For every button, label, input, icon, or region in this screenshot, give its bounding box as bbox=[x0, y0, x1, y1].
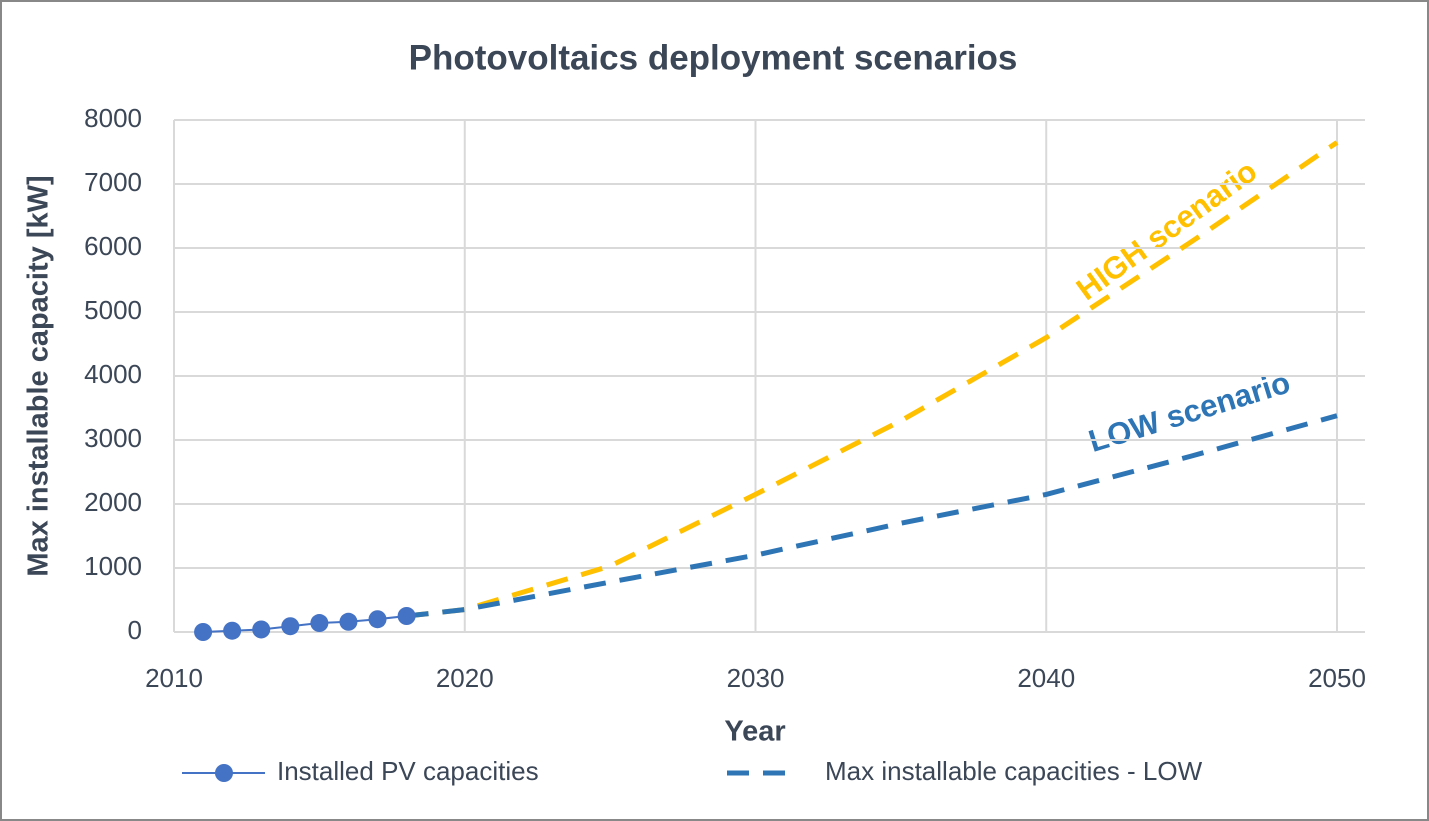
y-tick-label: 7000 bbox=[84, 167, 142, 197]
x-axis-label: Year bbox=[724, 716, 785, 748]
point-marker bbox=[281, 617, 300, 636]
y-tick-label: 0 bbox=[128, 615, 142, 645]
y-axis-label: Max installable capacity [kW] bbox=[23, 175, 55, 576]
y-tick-label: 6000 bbox=[84, 231, 142, 261]
x-tick-label: 2020 bbox=[436, 663, 494, 693]
legend-marker bbox=[215, 764, 233, 782]
y-tick-label: 4000 bbox=[84, 359, 142, 389]
point-marker bbox=[368, 610, 387, 629]
x-tick-label: 2040 bbox=[1017, 663, 1075, 693]
series-line bbox=[406, 413, 1338, 619]
series-line bbox=[406, 140, 1339, 619]
legend-label: Installed PV capacities bbox=[277, 756, 539, 786]
point-marker bbox=[252, 620, 271, 639]
point-marker bbox=[339, 612, 358, 631]
y-tick-label: 8000 bbox=[84, 103, 142, 133]
legend-item: Max installable capacities - LOW bbox=[727, 756, 1203, 786]
legend-item: Installed PV capacities bbox=[182, 756, 539, 786]
legend-label: Max installable capacities - LOW bbox=[825, 756, 1203, 786]
y-tick-label: 3000 bbox=[84, 423, 142, 453]
y-tick-label: 5000 bbox=[84, 295, 142, 325]
y-tick-label: 2000 bbox=[84, 487, 142, 517]
x-tick-label: 2030 bbox=[727, 663, 785, 693]
y-tick-label: 1000 bbox=[84, 551, 142, 581]
point-marker bbox=[194, 623, 213, 641]
point-marker bbox=[223, 621, 242, 640]
point-marker bbox=[397, 607, 416, 625]
x-tick-label: 2010 bbox=[145, 663, 203, 693]
x-tick-label: 2050 bbox=[1308, 663, 1366, 693]
point-marker bbox=[310, 614, 329, 633]
chart-title: Photovoltaics deployment scenarios bbox=[409, 38, 1018, 77]
